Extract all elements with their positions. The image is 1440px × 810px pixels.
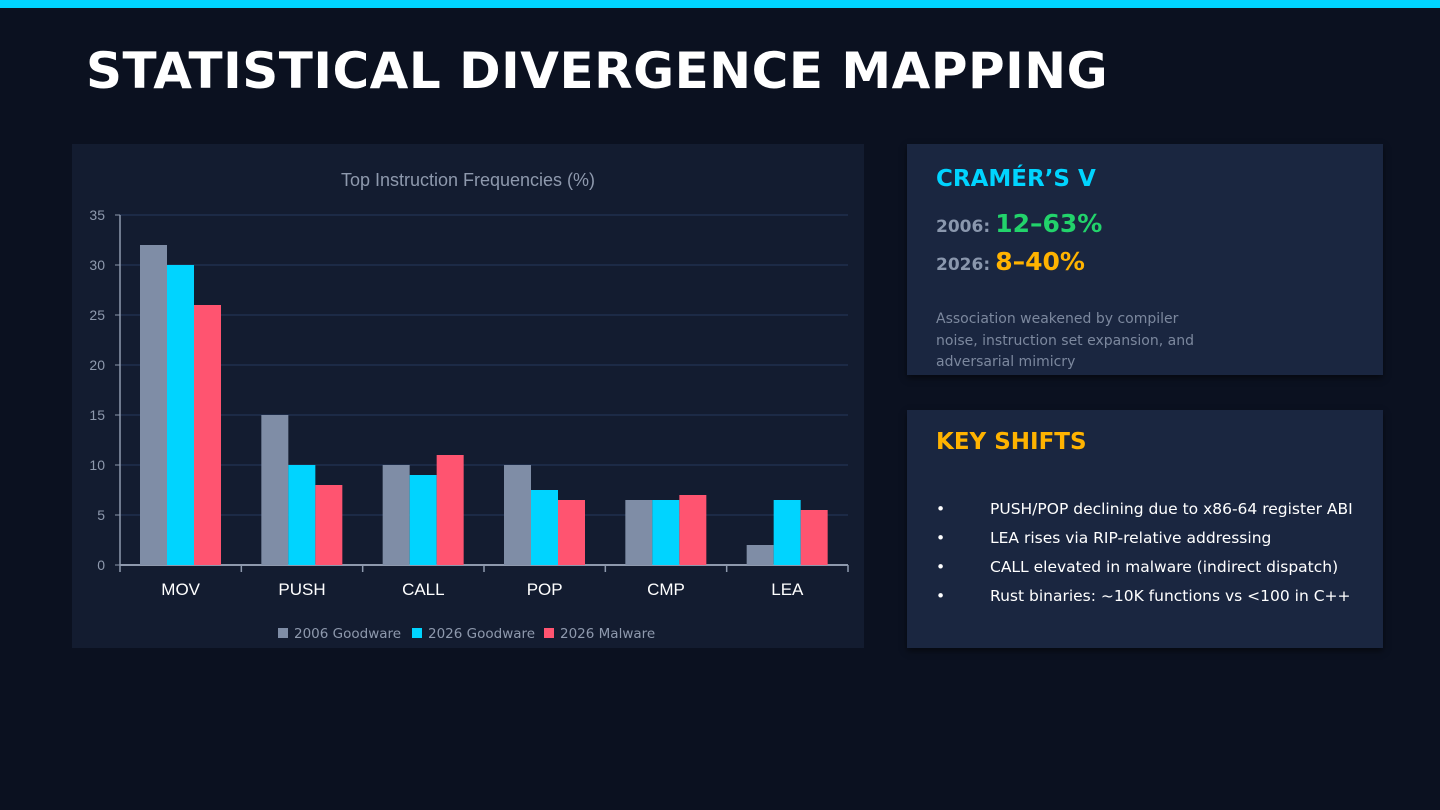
shift-text: Rust binaries: ~10K functions vs <100 in… [990,587,1351,605]
y-tick-label: 30 [89,257,105,273]
stat-value-2006: 12–63% [995,209,1103,238]
bar-cmp-1 [625,500,653,565]
legend-label: 2026 Goodware [428,626,535,642]
x-tick-label: CALL [402,580,445,599]
legend-swatch [278,628,288,638]
bar-cmp-3 [679,495,707,565]
x-tick-label: PUSH [278,580,325,599]
bar-call-2 [409,475,437,565]
top-accent-bar [0,0,1440,8]
x-tick-label: MOV [161,580,200,599]
bullet-icon: • [936,500,946,518]
y-tick-label: 0 [97,557,105,573]
bar-mov-2 [167,265,194,565]
bar-chart: Top Instruction Frequencies (%)051015202… [89,170,849,642]
key-shifts-heading: KEY SHIFTS [936,429,1087,455]
bar-pop-1 [504,465,531,565]
y-tick-label: 35 [89,207,105,223]
page-title: STATISTICAL DIVERGENCE MAPPING [86,42,1109,100]
stat-row-2006: 2006: 12–63% [936,209,1102,238]
bar-pop-3 [558,500,585,565]
cramers-v-note: Association weakened by compiler noise, … [936,311,1194,370]
bar-mov-3 [194,305,221,565]
bar-call-3 [436,455,464,565]
cramers-v-heading: CRAMÉR’S V [936,166,1096,192]
bullet-icon: • [936,558,946,576]
bar-lea-2 [773,500,801,565]
x-tick-label: POP [527,580,563,599]
y-tick-label: 10 [89,457,105,473]
y-tick-label: 25 [89,307,105,323]
bar-call-1 [382,465,410,565]
y-tick-label: 15 [89,407,105,423]
chart-panel: Top Instruction Frequencies (%) 0 5 10 15 20 2… [72,144,864,648]
y-tick-label: 20 [89,357,105,373]
stat-year-label: 2006: [936,217,991,237]
key-shifts-card: KEY SHIFTS • PUSH/POP declining due to x… [907,410,1383,648]
shift-text: PUSH/POP declining due to x86-64 registe… [990,500,1353,518]
bar-lea-1 [746,545,774,565]
bullet-icon: • [936,587,946,605]
bar-pop-2 [531,490,558,565]
legend-swatch [544,628,554,638]
bar-push-1 [261,415,289,565]
shift-text: LEA rises via RIP-relative addressing [990,529,1272,547]
legend-label: 2006 Goodware [294,626,401,642]
bar-push-2 [288,465,316,565]
bar-lea-3 [800,510,828,565]
bullet-icon: • [936,529,946,547]
y-tick-label: 5 [97,507,105,523]
stat-value-2026: 8–40% [995,247,1085,276]
cramers-v-card: CRAMÉR’S V 2006: 12–63% 2026: 8–40% Asso… [907,144,1383,375]
x-tick-label: LEA [771,580,804,599]
bar-push-3 [315,485,343,565]
chart-title: Top Instruction Frequencies (%) [341,170,595,190]
legend-swatch [412,628,422,638]
stat-row-2026: 2026: 8–40% [936,247,1085,276]
legend-label: 2026 Malware [560,626,655,642]
x-tick-label: CMP [647,580,685,599]
bar-cmp-2 [652,500,680,565]
stat-year-label: 2026: [936,255,991,275]
bar-mov-1 [140,245,167,565]
shift-text: CALL elevated in malware (indirect dispa… [990,558,1339,576]
